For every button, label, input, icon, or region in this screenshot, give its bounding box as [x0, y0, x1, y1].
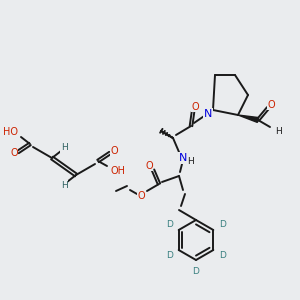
Text: H: H — [61, 143, 68, 152]
Text: O: O — [267, 100, 275, 110]
Text: N: N — [179, 153, 187, 163]
Text: O: O — [191, 102, 199, 112]
Text: OH: OH — [110, 166, 125, 176]
Text: N: N — [204, 109, 212, 119]
Polygon shape — [238, 115, 259, 122]
Text: D: D — [219, 251, 226, 260]
Text: D: D — [193, 266, 200, 275]
Text: H: H — [274, 128, 281, 136]
Text: D: D — [219, 220, 226, 229]
Text: O: O — [145, 161, 153, 171]
Text: H: H — [61, 181, 68, 190]
Text: H: H — [188, 158, 194, 166]
Text: O: O — [110, 146, 118, 156]
Text: HO: HO — [2, 127, 17, 137]
Text: O: O — [10, 148, 18, 158]
Text: D: D — [166, 220, 172, 229]
Text: O: O — [137, 191, 145, 201]
Text: D: D — [166, 251, 172, 260]
